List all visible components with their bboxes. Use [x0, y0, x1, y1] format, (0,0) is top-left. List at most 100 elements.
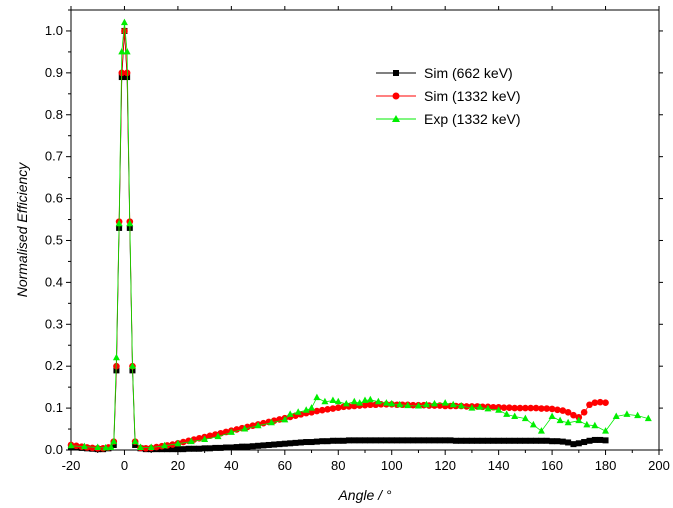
data-point — [131, 437, 139, 445]
data-point — [244, 443, 251, 450]
data-point — [556, 416, 564, 424]
data-point — [517, 437, 524, 444]
data-point — [367, 437, 374, 444]
data-point — [549, 438, 556, 445]
data-point — [570, 441, 577, 448]
data-point — [420, 437, 427, 444]
x-tick-label: 200 — [648, 458, 670, 473]
data-point — [212, 444, 219, 451]
y-tick-label: 0.3 — [45, 316, 63, 331]
y-tick-label: 0.5 — [45, 232, 63, 247]
data-point — [271, 441, 278, 448]
data-point — [396, 400, 404, 408]
data-point — [287, 440, 294, 447]
data-point — [612, 412, 620, 419]
data-point — [324, 438, 331, 445]
legend-item-sim-1332: Sim (1332 keV) — [376, 88, 520, 104]
data-point — [522, 404, 529, 412]
data-point — [575, 416, 583, 424]
data-point — [410, 437, 417, 444]
data-point — [254, 421, 262, 429]
y-tick-label: 0.1 — [45, 400, 63, 415]
y-tick-label: 0.9 — [45, 65, 63, 80]
y-tick-label: 0.2 — [45, 358, 63, 373]
data-point — [431, 437, 438, 444]
data-point — [634, 411, 642, 419]
data-point — [447, 437, 454, 444]
data-point — [308, 404, 316, 411]
data-point — [147, 443, 155, 450]
data-point — [484, 437, 491, 444]
data-point — [185, 445, 192, 452]
data-point — [458, 437, 465, 444]
data-point — [565, 439, 572, 446]
data-point — [430, 399, 438, 407]
data-point — [179, 438, 187, 446]
series-line — [70, 30, 606, 450]
data-point — [586, 401, 593, 409]
data-point — [441, 399, 449, 406]
series-2 — [67, 18, 652, 451]
data-point — [241, 425, 249, 432]
data-point — [196, 445, 203, 452]
data-point — [80, 442, 88, 450]
data-point — [404, 437, 411, 444]
plot-frame — [70, 9, 660, 451]
data-point — [532, 404, 540, 412]
data-point — [329, 437, 336, 444]
data-point — [324, 406, 331, 413]
data-point — [281, 415, 289, 423]
series-line — [70, 22, 649, 449]
data-point — [404, 401, 412, 409]
data-point — [294, 408, 302, 415]
data-point — [527, 404, 535, 412]
data-point — [329, 405, 337, 412]
data-point — [463, 437, 470, 444]
data-point — [112, 353, 120, 361]
data-point — [500, 437, 507, 444]
data-point — [276, 441, 283, 448]
data-point — [319, 438, 326, 445]
y-tick-label: 0.8 — [45, 107, 63, 122]
data-point — [367, 401, 374, 409]
y-axis-title: Normalised Efficiency — [14, 162, 30, 298]
data-point — [449, 400, 457, 408]
data-point — [190, 445, 197, 452]
data-point — [554, 406, 561, 414]
data-point — [522, 437, 529, 444]
data-point — [457, 402, 465, 409]
data-point — [255, 442, 262, 449]
x-tick-label: 140 — [488, 458, 510, 473]
data-point — [372, 437, 379, 444]
data-point — [468, 404, 476, 411]
data-point — [506, 437, 513, 444]
data-point — [350, 397, 358, 405]
data-point — [335, 437, 342, 444]
data-point — [217, 444, 224, 451]
data-point — [302, 406, 310, 413]
data-point — [110, 441, 117, 448]
data-point — [169, 446, 176, 453]
data-point — [201, 445, 208, 452]
data-point — [120, 18, 128, 26]
data-point — [345, 437, 352, 444]
data-point — [394, 437, 401, 444]
x-tick-label: 60 — [278, 458, 292, 473]
y-tick-label: 0.0 — [45, 442, 63, 457]
data-point — [623, 410, 631, 417]
data-point — [538, 405, 545, 412]
data-point — [107, 443, 115, 450]
data-point — [388, 399, 396, 407]
y-tick-label: 1.0 — [45, 23, 63, 38]
data-point — [511, 412, 519, 419]
x-tick-label: 160 — [541, 458, 563, 473]
data-point — [484, 404, 492, 412]
data-point — [559, 407, 567, 414]
x-tick-label: 180 — [595, 458, 617, 473]
data-point — [564, 418, 572, 426]
data-point — [366, 395, 374, 403]
data-point — [511, 437, 518, 444]
data-point — [174, 446, 181, 453]
legend-marker-exp-1332 — [392, 115, 400, 122]
